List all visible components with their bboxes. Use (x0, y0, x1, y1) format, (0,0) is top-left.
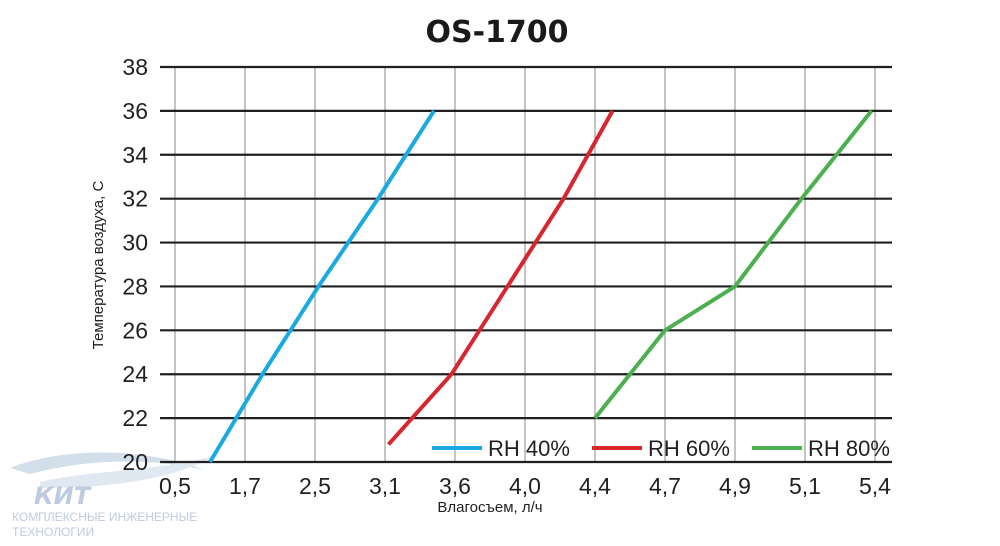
logo-swoosh-icon-2 (40, 456, 215, 488)
series-lines (208, 109, 874, 464)
logo-line-1: КОМПЛЕКСНЫЕ ИНЖЕНЕРНЫЕ (12, 510, 197, 524)
horizontal-gridlines (160, 65, 892, 464)
watermark-logo: КИТ КОМПЛЕКСНЫЕ ИНЖЕНЕРНЫЕ ТЕХНОЛОГИИ (10, 452, 215, 539)
vertical-gridlines (174, 67, 876, 462)
x-tick-label: 0,5 (159, 473, 191, 499)
legend-label-1: RH 40% (488, 436, 570, 461)
y-tick-label: 38 (122, 54, 148, 80)
legend: RH 40% RH 60% RH 80% (432, 436, 890, 461)
y-tick-label: 28 (122, 273, 148, 299)
y-tick-label: 32 (122, 186, 148, 212)
y-tick-label: 24 (122, 361, 148, 387)
series-line-1 (208, 109, 436, 464)
x-tick-label: 2,5 (299, 473, 331, 499)
x-tick-label: 5,4 (859, 473, 891, 499)
y-axis-ticks: 20 22 24 26 28 30 32 34 36 38 (122, 54, 148, 475)
x-tick-label: 3,6 (439, 473, 471, 499)
chart-title: OS-1700 (425, 15, 568, 50)
x-tick-label: 4,7 (649, 473, 681, 499)
logo-line-2: ТЕХНОЛОГИИ (12, 525, 94, 539)
legend-label-2: RH 60% (648, 436, 730, 461)
x-tick-label: 4,9 (719, 473, 751, 499)
series-line-3 (593, 109, 874, 420)
x-tick-label: 3,1 (369, 473, 401, 499)
y-tick-label: 22 (122, 405, 148, 431)
x-axis-ticks: 0,5 1,7 2,5 3,1 3,6 4,0 4,4 4,7 4,9 5,1 5,4 (159, 473, 891, 499)
x-tick-label: 5,1 (789, 473, 821, 499)
logo-swoosh-icon (10, 452, 205, 474)
logo-name: КИТ (34, 482, 92, 510)
x-tick-label: 1,7 (229, 473, 261, 499)
y-tick-label: 36 (122, 98, 148, 124)
y-tick-label: 26 (122, 317, 148, 343)
x-axis-label: Влагосъем, л/ч (437, 499, 542, 516)
series-line-2 (387, 109, 615, 446)
y-axis-label: Температура воздуха, С (90, 181, 107, 350)
y-tick-label: 20 (122, 449, 148, 475)
x-tick-label: 4,4 (579, 473, 611, 499)
y-tick-label: 30 (122, 230, 148, 256)
legend-label-3: RH 80% (808, 436, 890, 461)
y-tick-label: 34 (122, 142, 148, 168)
x-tick-label: 4,0 (509, 473, 541, 499)
